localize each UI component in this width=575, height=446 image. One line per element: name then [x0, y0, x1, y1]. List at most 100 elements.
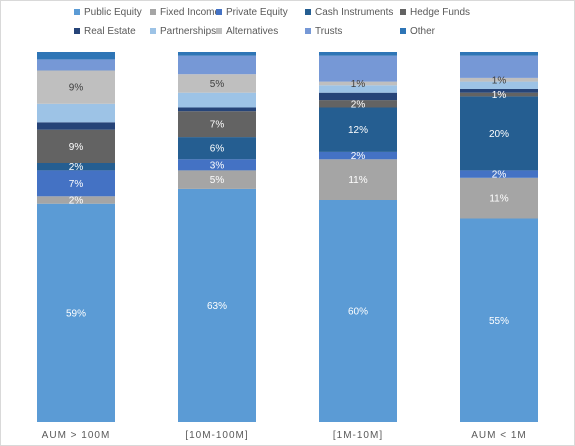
bar-segment-real-estate — [178, 107, 256, 112]
data-label-fixed-income: 11% — [489, 194, 508, 205]
bar-segment-other — [460, 52, 538, 56]
x-tick-label: AUM < 1M — [471, 430, 527, 441]
legend-swatch-cash-instruments — [305, 9, 311, 15]
data-label-private-equity: 3% — [210, 160, 225, 171]
legend-item-public-equity: Public Equity — [74, 7, 142, 18]
data-label-hedge-funds: 1% — [492, 90, 507, 101]
legend-swatch-real-estate — [74, 28, 80, 34]
legend-label-other: Other — [410, 26, 436, 37]
bars — [37, 52, 538, 422]
data-label-public-equity: 55% — [489, 316, 509, 327]
legend-label-cash-instruments: Cash Instruments — [315, 7, 393, 18]
bar-segment-public-equity — [460, 218, 538, 422]
bar-segment-partnerships — [319, 85, 397, 93]
data-label-cash-instruments: 20% — [489, 129, 509, 140]
legend-label-fixed-income: Fixed Income — [160, 7, 220, 18]
data-label-fixed-income: 5% — [210, 175, 225, 186]
legend-item-alternatives: Alternatives — [216, 26, 278, 37]
bar-segment-alternatives — [319, 81, 397, 86]
bar-segment-alternatives — [460, 77, 538, 82]
legend-label-hedge-funds: Hedge Funds — [410, 7, 470, 18]
legend-label-partnerships: Partnerships — [160, 26, 216, 37]
legend-item-trusts: Trusts — [305, 26, 342, 37]
legend-item-partnerships: Partnerships — [150, 26, 216, 37]
legend-swatch-fixed-income — [150, 9, 156, 15]
legend-item-other: Other — [400, 26, 436, 37]
bar-segment-trusts — [460, 55, 538, 78]
bar-segment-other — [37, 52, 115, 60]
data-label-alternatives: 5% — [210, 79, 225, 90]
legend-swatch-alternatives — [216, 28, 222, 34]
bar-stack-1m-10m — [319, 52, 397, 422]
data-label-public-equity: 63% — [207, 301, 227, 312]
data-label-private-equity: 2% — [492, 170, 507, 181]
x-axis: AUM > 100M [10M-100M] [1M-10M] AUM < 1M — [42, 430, 527, 441]
bar-segment-alternatives — [178, 74, 256, 93]
x-tick-label: [10M-100M] — [185, 430, 248, 441]
legend-item-hedge-funds: Hedge Funds — [400, 7, 470, 18]
bar-segment-fixed-income — [178, 170, 256, 189]
data-label-cash-instruments: 12% — [348, 125, 368, 136]
data-label-alternatives: 1% — [351, 79, 366, 90]
bar-stack-aum-100m — [37, 52, 115, 422]
bar-segment-cash-instruments — [319, 107, 397, 152]
x-tick-label: AUM > 100M — [42, 430, 111, 441]
data-label-hedge-funds: 7% — [210, 120, 225, 131]
legend-label-trusts: Trusts — [315, 26, 342, 37]
data-label-alternatives: 1% — [492, 75, 507, 86]
legend-swatch-trusts — [305, 28, 311, 34]
bar-segment-trusts — [178, 55, 256, 75]
bar-segment-trusts — [319, 55, 397, 82]
bar-segment-other — [319, 52, 397, 56]
bar-segment-partnerships — [178, 92, 256, 108]
bar-segment-private-equity — [460, 170, 538, 178]
bar-segment-partnerships — [460, 81, 538, 89]
bar-segment-real-estate — [319, 92, 397, 101]
bar-segment-cash-instruments — [460, 96, 538, 171]
x-tick-label: [1M-10M] — [333, 430, 383, 441]
bar-segment-hedge-funds — [37, 129, 115, 163]
bar-segment-other — [178, 52, 256, 56]
bar-segment-fixed-income — [319, 159, 397, 200]
bar-segment-public-equity — [319, 200, 397, 422]
data-label-private-equity: 7% — [69, 179, 84, 190]
data-label-fixed-income: 2% — [69, 196, 84, 207]
legend-label-private-equity: Private Equity — [226, 7, 288, 18]
legend-swatch-hedge-funds — [400, 9, 406, 15]
bar-segment-hedge-funds — [460, 92, 538, 97]
legend-label-public-equity: Public Equity — [84, 7, 142, 18]
bar-segment-private-equity — [319, 151, 397, 160]
data-label-alternatives: 9% — [69, 83, 84, 94]
bar-segment-hedge-funds — [178, 111, 256, 138]
data-label-public-equity: 59% — [66, 308, 86, 319]
data-label-cash-instruments: 2% — [69, 162, 84, 173]
legend-item-real-estate: Real Estate — [74, 26, 136, 37]
data-label-public-equity: 60% — [348, 307, 368, 318]
legend-label-alternatives: Alternatives — [226, 26, 278, 37]
legend-item-private-equity: Private Equity — [216, 7, 288, 18]
bar-segment-private-equity — [37, 170, 115, 197]
bar-segment-real-estate — [460, 89, 538, 93]
legend-swatch-private-equity — [216, 9, 222, 15]
bar-segment-real-estate — [37, 122, 115, 130]
bar-segment-fixed-income — [37, 196, 115, 204]
bar-segment-cash-instruments — [178, 137, 256, 160]
data-label-hedge-funds: 2% — [351, 99, 366, 110]
bar-segment-fixed-income — [460, 177, 538, 219]
bar-segment-partnerships — [37, 103, 115, 123]
legend-swatch-other — [400, 28, 406, 34]
legend: Public Equity Fixed Income Private Equity C… — [74, 7, 470, 37]
data-label-fixed-income: 11% — [348, 175, 367, 186]
legend-swatch-partnerships — [150, 28, 156, 34]
bar-stack-aum-1m — [460, 52, 538, 422]
bar-segment-alternatives — [37, 70, 115, 104]
data-label-hedge-funds: 9% — [69, 142, 84, 153]
bar-segment-private-equity — [178, 159, 256, 171]
legend-label-real-estate: Real Estate — [84, 26, 136, 37]
bar-segment-cash-instruments — [37, 163, 115, 171]
bar-segment-hedge-funds — [319, 100, 397, 108]
bar-segment-public-equity — [37, 203, 115, 422]
data-label-private-equity: 2% — [351, 151, 366, 162]
bar-stack-10m-100m — [178, 52, 256, 422]
